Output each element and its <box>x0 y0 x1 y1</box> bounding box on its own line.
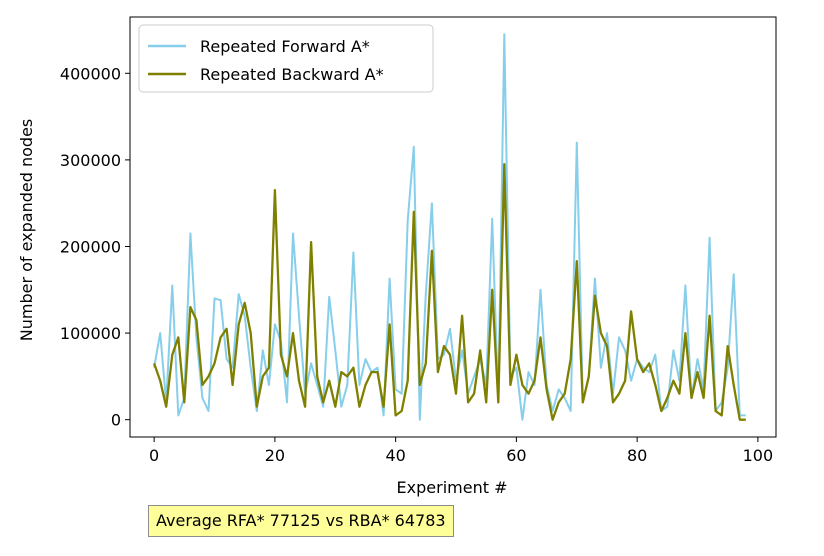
plot-frame <box>129 16 777 438</box>
x-tick-label-2: 40 <box>385 446 405 465</box>
series-layer <box>153 33 746 421</box>
legend: Repeated Forward A* Repeated Backward A* <box>138 24 434 93</box>
y-tick-label-4: 400000 <box>60 64 121 83</box>
x-tick-label-3: 60 <box>506 446 526 465</box>
legend-label-forward: Repeated Forward A* <box>200 37 370 56</box>
x-axis-label: Experiment # <box>397 478 508 497</box>
legend-label-backward: Repeated Backward A* <box>200 65 384 84</box>
series-line-1 <box>153 163 746 421</box>
x-tick-label-1: 20 <box>265 446 285 465</box>
y-axis-label: Number of expanded nodes <box>17 119 36 342</box>
y-tick-label-2: 200000 <box>60 237 121 256</box>
axes-layer: 0 20 40 60 80 100 0 100000 200000 300000 400000 <box>60 16 777 465</box>
y-tick-label-1: 100000 <box>60 324 121 343</box>
series-line-0 <box>153 33 746 421</box>
legend-box <box>138 24 434 93</box>
x-tick-label-0: 0 <box>149 446 159 465</box>
y-tick-label-3: 300000 <box>60 151 121 170</box>
x-tick-label-5: 100 <box>743 446 774 465</box>
average-annotation: Average RFA* 77125 vs RBA* 64783 <box>148 505 454 537</box>
x-tick-label-4: 80 <box>627 446 647 465</box>
y-tick-label-0: 0 <box>111 411 121 430</box>
